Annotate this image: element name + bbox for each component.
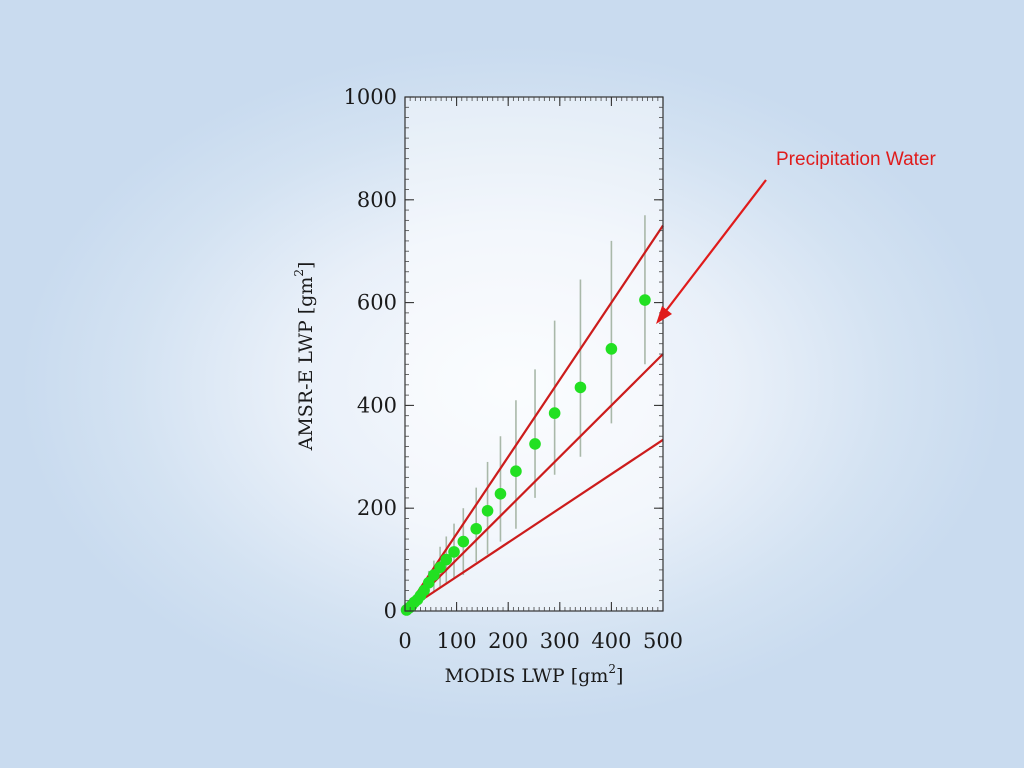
- y-tick-label: 200: [357, 496, 397, 520]
- data-point: [440, 553, 453, 566]
- plot-area: [405, 97, 663, 611]
- y-tick-label: 600: [357, 291, 397, 315]
- data-point: [481, 504, 494, 517]
- x-axis-title: MODIS LWP [gm2]: [445, 662, 624, 687]
- reference-line: [404, 353, 664, 612]
- data-point: [470, 522, 483, 535]
- annotation-arrow-shaft: [661, 179, 767, 317]
- y-tick-label: 400: [357, 393, 397, 417]
- major-ticks: [404, 96, 664, 612]
- x-tick-label: 500: [643, 629, 683, 653]
- x-tick-label: 0: [398, 629, 411, 653]
- y-tick-label: 0: [384, 599, 397, 623]
- data-point: [494, 488, 507, 500]
- data-point: [639, 294, 651, 306]
- x-tick-label: 300: [540, 629, 580, 653]
- reference-lines: [404, 224, 664, 612]
- data-point: [510, 465, 522, 477]
- data-point: [428, 569, 440, 581]
- data-point: [574, 381, 587, 394]
- x-tick-label: 400: [591, 629, 631, 653]
- x-tick-label: 200: [488, 629, 528, 653]
- x-tick-label: 100: [437, 629, 477, 653]
- reference-line: [404, 224, 664, 612]
- tick-labels: 0 100 200 300 400 500 0 200 400 600 800 1000: [344, 85, 684, 653]
- y-tick-label: 1000: [344, 85, 397, 109]
- annotation-arrowhead: [656, 306, 672, 324]
- reference-line: [404, 438, 664, 612]
- data-point: [448, 546, 460, 558]
- annotation-label: Precipitation Water: [776, 149, 936, 170]
- y-tick-label: 800: [357, 188, 397, 212]
- data-point: [548, 407, 561, 419]
- data-point: [605, 343, 618, 355]
- data-point: [529, 438, 541, 450]
- data-points: [400, 294, 651, 616]
- data-point: [457, 535, 470, 548]
- data-point: [434, 561, 446, 574]
- y-axis-title: AMSR-E LWP [gm2]: [292, 262, 317, 452]
